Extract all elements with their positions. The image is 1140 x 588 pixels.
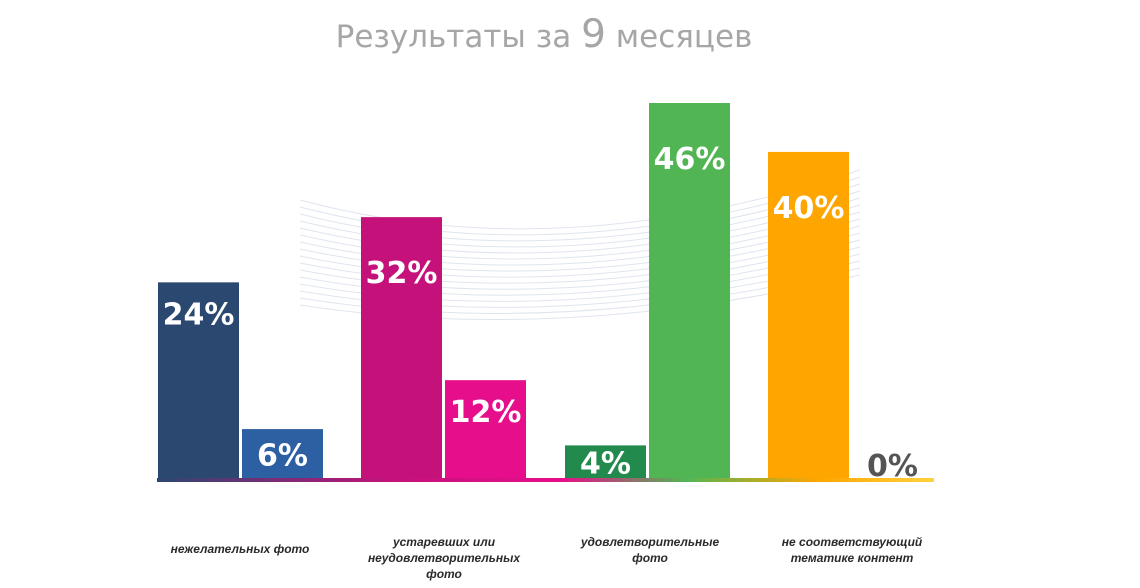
- bar-12pct: [445, 380, 526, 478]
- category-label-line: фото: [632, 551, 668, 565]
- data-labels-layer: 24% 6% 32% 12% 4% 46% 40% 0%: [163, 142, 918, 484]
- data-label: 0%: [867, 449, 918, 484]
- data-label: 6%: [257, 439, 308, 474]
- data-label: 12%: [450, 395, 522, 430]
- category-label-line: неудовлетворительных: [367, 551, 521, 565]
- bar-24pct: [158, 282, 239, 478]
- category-label-line: устаревших или: [392, 535, 496, 549]
- category-label-line: тематике контент: [790, 551, 914, 565]
- data-label: 32%: [366, 256, 438, 291]
- category-label: устаревших или неудовлетворительных фото: [349, 534, 539, 582]
- category-label-line: фото: [426, 567, 462, 581]
- bars-layer: [158, 103, 849, 479]
- category-label-line: удовлетворительные: [580, 535, 720, 549]
- bar-32pct: [361, 217, 442, 478]
- category-label-line: нежелательных фото: [170, 542, 310, 556]
- bar-40pct: [768, 151, 849, 479]
- title-number: 9: [581, 12, 606, 57]
- bar-6pct: [242, 429, 323, 478]
- title-prefix: Результаты за: [335, 19, 582, 55]
- bar-4pct: [565, 445, 646, 478]
- category-label-line: не соответствующий: [781, 535, 923, 549]
- chart-title: Результаты за 9 месяцев: [0, 12, 1088, 57]
- data-label: 4%: [580, 447, 631, 482]
- category-label: не соответствующий тематике контент: [757, 534, 947, 566]
- data-label: 24%: [163, 297, 235, 332]
- x-axis-line: [157, 478, 934, 482]
- data-label: 40%: [773, 191, 845, 226]
- category-label: нежелательных фото: [145, 541, 335, 557]
- category-label: удовлетворительные фото: [555, 534, 745, 566]
- title-suffix: месяцев: [605, 19, 753, 55]
- data-label: 46%: [654, 142, 726, 177]
- bar-46pct: [649, 103, 730, 478]
